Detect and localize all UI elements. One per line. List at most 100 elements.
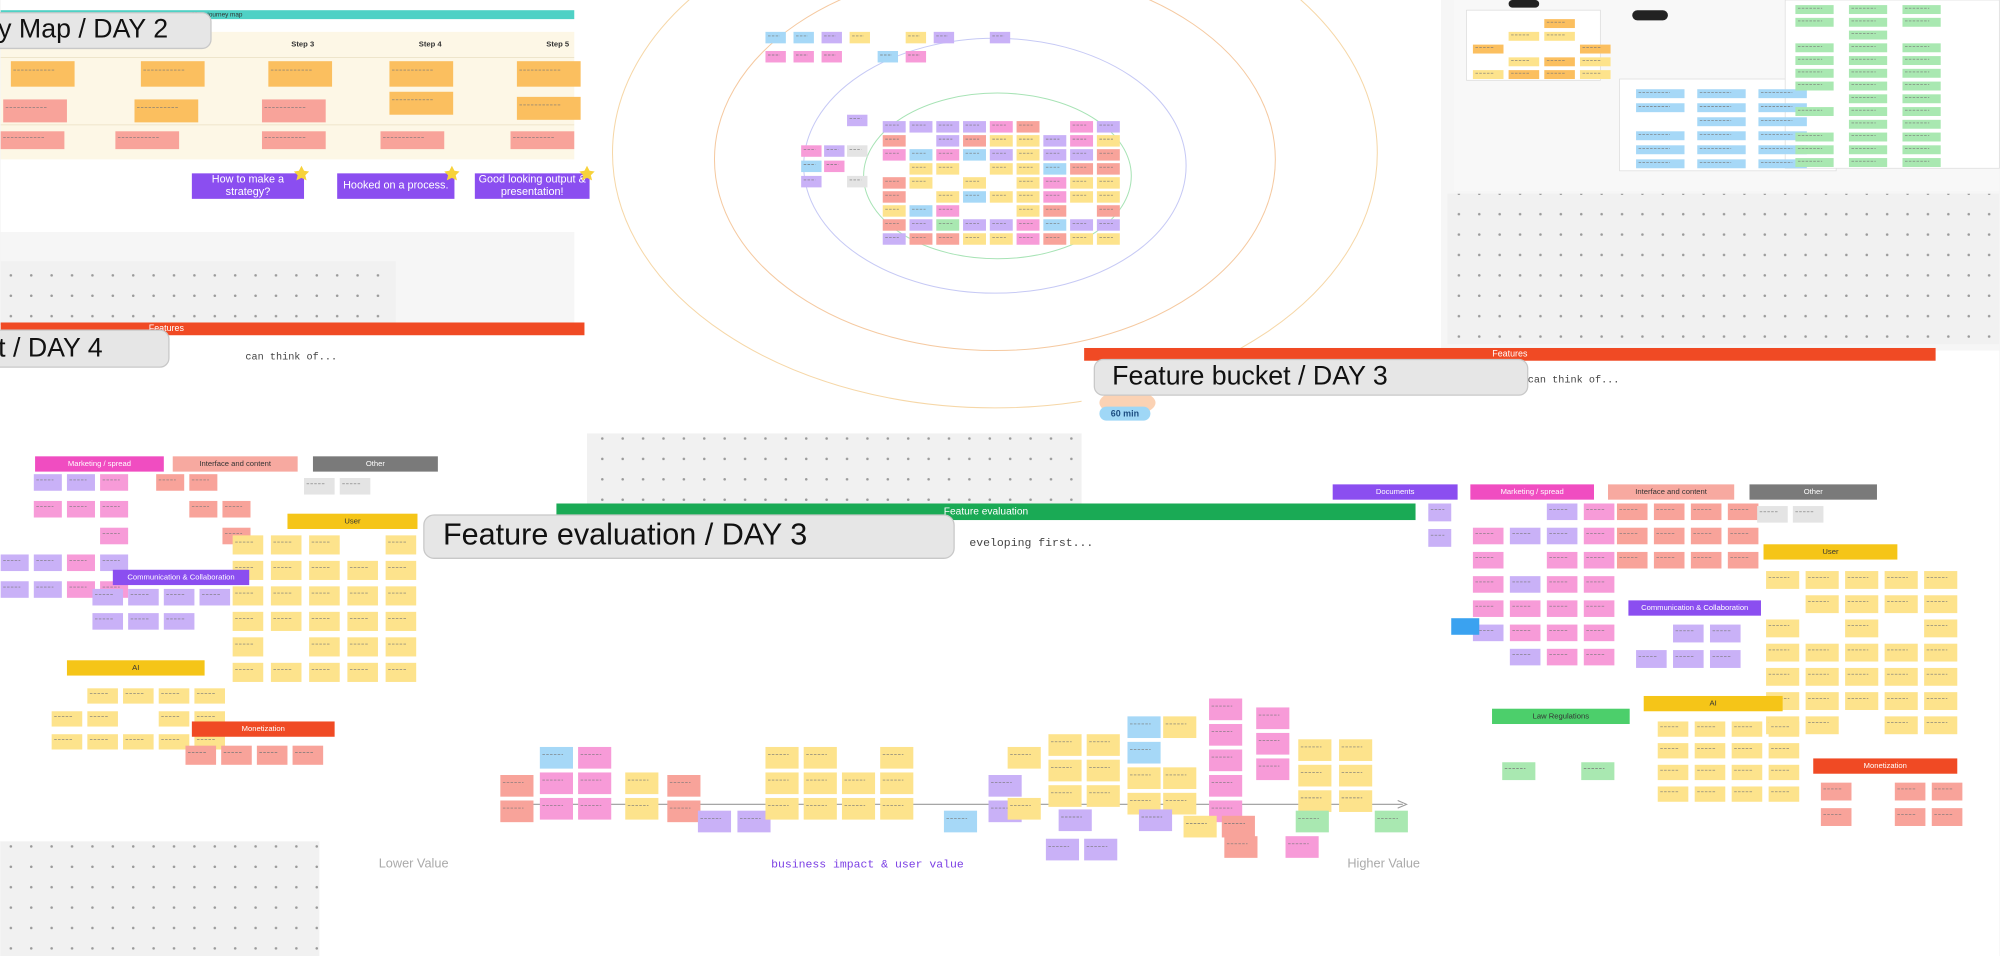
sticky-note bbox=[1690, 527, 1722, 545]
sticky-note bbox=[1070, 233, 1094, 245]
label-pill[interactable] bbox=[1093, 358, 1529, 396]
sticky-note bbox=[963, 233, 986, 245]
sticky-note bbox=[1183, 815, 1217, 838]
sticky-note bbox=[963, 191, 986, 203]
sticky-note bbox=[1070, 219, 1094, 231]
sticky-note bbox=[0, 581, 29, 598]
category-tag-label: User bbox=[344, 516, 361, 525]
sticky-note bbox=[909, 121, 933, 133]
sticky-note bbox=[232, 535, 264, 555]
sticky-note bbox=[1709, 624, 1741, 643]
frame-label[interactable]: y Map / DAY 2 bbox=[0, 12, 212, 50]
frame-label[interactable]: Feature evaluation / DAY 3 bbox=[423, 514, 955, 559]
sticky-note bbox=[100, 554, 129, 572]
sticky-note bbox=[989, 31, 1011, 44]
sticky-note bbox=[385, 662, 417, 682]
sticky-note bbox=[1544, 19, 1575, 29]
sticky-note bbox=[1805, 571, 1839, 589]
frame-label[interactable]: t / DAY 4 bbox=[0, 329, 170, 368]
sticky-note bbox=[1924, 667, 1958, 686]
category-tags: Marketing / spread Interface and content O… bbox=[35, 456, 1958, 774]
sticky-note bbox=[1016, 149, 1040, 161]
sticky-note bbox=[1848, 30, 1888, 40]
sticky-note bbox=[1768, 786, 1800, 802]
sticky-note bbox=[1544, 31, 1575, 41]
frame-label[interactable]: Feature bucket / DAY 3 bbox=[1093, 358, 1529, 396]
highlight-note-text: Hooked on a process. bbox=[343, 179, 448, 191]
sticky-note bbox=[1848, 68, 1888, 78]
sticky-note bbox=[1546, 624, 1578, 642]
category-tag-label: Marketing / spread bbox=[68, 459, 131, 468]
sticky-note bbox=[936, 163, 960, 175]
sticky-note bbox=[100, 474, 129, 491]
sticky-note bbox=[1221, 815, 1255, 838]
sticky-note bbox=[309, 535, 340, 555]
sticky-note bbox=[936, 191, 960, 203]
sticky-note bbox=[765, 797, 799, 820]
sticky-note bbox=[270, 611, 302, 631]
sticky-note bbox=[801, 175, 822, 188]
sticky-note bbox=[1043, 163, 1067, 175]
sticky-note bbox=[385, 586, 417, 606]
sticky-note bbox=[128, 588, 159, 606]
note-text: How to make a strategy? bbox=[211, 173, 285, 198]
category-tag bbox=[172, 456, 298, 472]
sticky-note bbox=[880, 772, 914, 795]
sticky-note bbox=[882, 135, 906, 147]
category-tag-label: AI bbox=[1710, 699, 1717, 708]
sticky-note bbox=[33, 500, 62, 518]
sticky-note bbox=[1508, 70, 1540, 80]
dotted-area bbox=[0, 261, 396, 326]
sticky-note bbox=[0, 554, 29, 572]
category-tag bbox=[1332, 484, 1458, 500]
axis-arrow bbox=[1397, 800, 1408, 809]
label-pill[interactable] bbox=[423, 514, 955, 559]
sticky-note bbox=[1805, 643, 1839, 662]
sticky-note bbox=[1428, 503, 1452, 522]
category-tag-label: Documents bbox=[1376, 487, 1415, 496]
sticky-note bbox=[309, 637, 340, 657]
sticky-note bbox=[1884, 667, 1918, 686]
sticky-note bbox=[1924, 643, 1958, 662]
sticky-note bbox=[1924, 619, 1958, 638]
sticky-note bbox=[1727, 527, 1759, 545]
sticky-note bbox=[385, 535, 417, 555]
sticky-note bbox=[156, 474, 185, 491]
sticky-note bbox=[882, 233, 906, 245]
sticky-note bbox=[1048, 759, 1082, 782]
sticky-note bbox=[821, 31, 842, 44]
category-tag bbox=[287, 513, 418, 529]
sticky-note bbox=[1084, 838, 1118, 861]
sticky-note bbox=[1902, 132, 1941, 142]
category-tag bbox=[1813, 758, 1958, 774]
sticky-note bbox=[1766, 643, 1800, 662]
sticky-note bbox=[1795, 5, 1834, 15]
sticky-note bbox=[1848, 81, 1888, 91]
sticky-note bbox=[347, 637, 378, 657]
sticky-note bbox=[347, 611, 378, 631]
label-pill[interactable] bbox=[0, 329, 170, 368]
sticky-note bbox=[824, 145, 845, 157]
highlight-note bbox=[474, 173, 590, 199]
sticky-note bbox=[1845, 619, 1879, 638]
sticky-note bbox=[1086, 734, 1120, 756]
sticky-note bbox=[1583, 527, 1615, 545]
sticky-note bbox=[821, 50, 842, 63]
sticky-note bbox=[1472, 44, 1504, 54]
label-pill[interactable] bbox=[0, 12, 212, 50]
dotted-area bbox=[1447, 193, 2000, 345]
sticky-note bbox=[1848, 56, 1888, 66]
star-sticker bbox=[293, 165, 310, 181]
sticky-note bbox=[1285, 836, 1319, 858]
sticky-note bbox=[1845, 643, 1879, 662]
sticky-note bbox=[51, 734, 83, 750]
sticky-note bbox=[849, 31, 870, 44]
sticky-note bbox=[1472, 527, 1504, 545]
sticky-note bbox=[1043, 135, 1067, 147]
sticky-note bbox=[500, 774, 534, 797]
timer: 60 min bbox=[1111, 409, 1139, 419]
sticky-note bbox=[1795, 81, 1834, 91]
sticky-note bbox=[1058, 809, 1092, 832]
sticky-note bbox=[905, 50, 927, 63]
sticky-note bbox=[539, 797, 573, 820]
